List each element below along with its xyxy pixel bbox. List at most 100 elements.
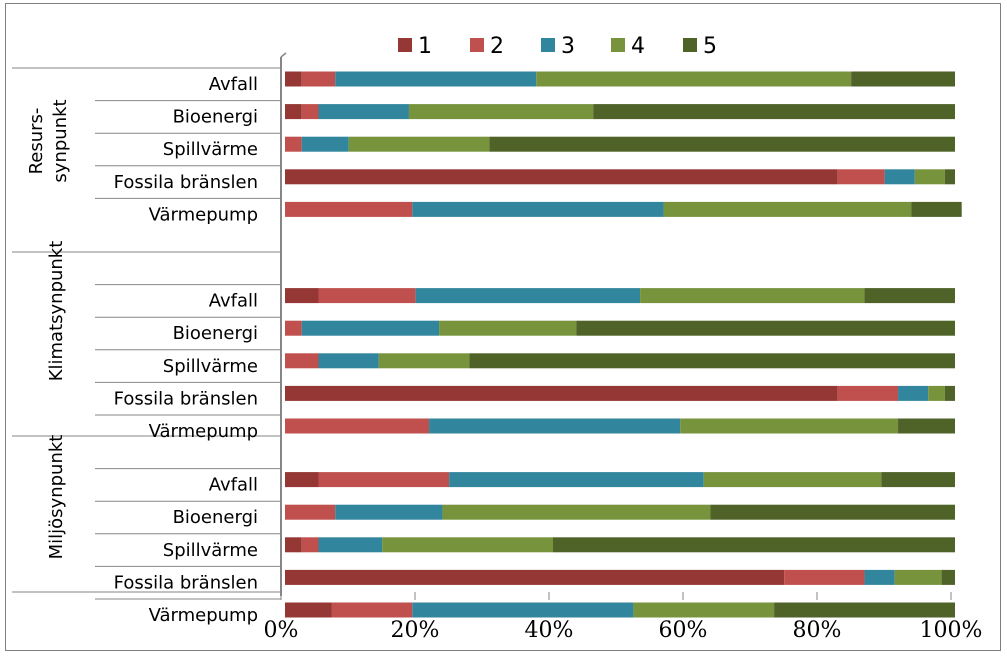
category-label: Avfall xyxy=(209,291,258,312)
bar-segment-5 xyxy=(944,169,955,185)
bar-segment-3 xyxy=(429,418,681,434)
category-label: Värmepump xyxy=(149,605,258,626)
bar-segment-1 xyxy=(285,288,319,304)
legend-label-2: 2 xyxy=(490,34,504,59)
group-label-line: Klimatsynpunkt xyxy=(46,241,67,382)
category-label: Fossila bränslen xyxy=(114,388,258,409)
group-label-line: Resurs- xyxy=(26,108,47,175)
bar-segment-3 xyxy=(301,320,440,336)
group-label: Klimatsynpunkt xyxy=(46,241,67,382)
bar-segment-5 xyxy=(576,320,955,336)
legend-label-3: 3 xyxy=(561,34,575,59)
bar-segment-2 xyxy=(285,136,302,152)
bar-segment-4 xyxy=(633,602,775,618)
category-label: Spillvärme xyxy=(163,356,258,377)
x-tick-label: 20% xyxy=(391,618,440,643)
bar-segment-5 xyxy=(489,136,955,152)
bar-segment-2 xyxy=(837,169,885,185)
category-label: Fossila bränslen xyxy=(114,172,258,193)
legend-swatch-1 xyxy=(398,38,412,52)
bar-segment-2 xyxy=(318,288,416,304)
bar-segment-3 xyxy=(318,104,409,120)
bar-segment-2 xyxy=(285,504,336,520)
bar-segment-4 xyxy=(378,353,470,369)
legend-swatch-5 xyxy=(683,38,697,52)
category-label: Bioenergi xyxy=(173,107,258,128)
bar-segment-5 xyxy=(851,71,955,87)
bar-segment-1 xyxy=(285,71,302,87)
legend-label-4: 4 xyxy=(631,34,645,59)
bar-segment-3 xyxy=(898,385,929,401)
bar-segment-3 xyxy=(335,71,537,87)
category-label: Bioenergi xyxy=(173,323,258,344)
bar-segment-4 xyxy=(442,504,711,520)
bar-segment-5 xyxy=(944,385,955,401)
group-label: Resurs-synpunkt xyxy=(26,99,71,182)
bar-segment-3 xyxy=(318,537,383,553)
bar-segment-4 xyxy=(348,136,490,152)
bar-segment-4 xyxy=(640,288,865,304)
bar-segment-2 xyxy=(301,71,336,87)
x-tick-label: 0% xyxy=(264,618,299,643)
group-label-line: Miljösynpunkt xyxy=(46,435,67,560)
y-axis-cap xyxy=(280,52,287,58)
bar-segment-4 xyxy=(408,104,594,120)
bar-segment-2 xyxy=(285,320,302,336)
bar-segment-4 xyxy=(663,201,912,217)
bar-segment-5 xyxy=(774,602,955,618)
bar-segment-5 xyxy=(898,418,955,434)
bar-segment-2 xyxy=(784,569,865,585)
category-label: Spillvärme xyxy=(163,139,258,160)
category-label: Avfall xyxy=(209,475,258,496)
bar-segment-2 xyxy=(285,201,413,217)
category-label: Fossila bränslen xyxy=(114,572,258,593)
x-tick-label: 80% xyxy=(793,618,842,643)
bar-segment-5 xyxy=(710,504,955,520)
bar-segment-5 xyxy=(941,569,955,585)
bar-segment-4 xyxy=(680,418,899,434)
bar-segment-4 xyxy=(894,569,942,585)
category-label: Värmepump xyxy=(149,204,258,225)
bar-segment-2 xyxy=(285,418,430,434)
bar-segment-2 xyxy=(318,472,450,488)
bar-segment-3 xyxy=(449,472,704,488)
bar-segment-2 xyxy=(331,602,413,618)
x-tick-label: 40% xyxy=(525,618,574,643)
bar-segment-4 xyxy=(928,385,945,401)
bar-segment-3 xyxy=(884,169,915,185)
legend-swatch-4 xyxy=(611,38,625,52)
category-label: Värmepump xyxy=(149,421,258,442)
bar-segment-3 xyxy=(415,288,641,304)
bar-segment-3 xyxy=(412,602,634,618)
bar-segment-1 xyxy=(285,472,319,488)
bar-segment-4 xyxy=(439,320,577,336)
group-label: Miljösynpunkt xyxy=(46,435,67,560)
x-tick-label: 100% xyxy=(920,618,983,643)
bar-segment-3 xyxy=(335,504,443,520)
bar-segment-4 xyxy=(703,472,882,488)
category-label: Bioenergi xyxy=(173,507,258,528)
bar-segment-1 xyxy=(285,537,302,553)
bar-segment-4 xyxy=(914,169,945,185)
bar-segment-5 xyxy=(593,104,955,120)
bar-segment-1 xyxy=(285,104,302,120)
bar-segment-5 xyxy=(469,353,955,369)
bar-segment-5 xyxy=(911,201,962,217)
category-label: Spillvärme xyxy=(163,540,258,561)
bar-segment-5 xyxy=(864,288,955,304)
bar-segment-4 xyxy=(382,537,553,553)
bar-segment-1 xyxy=(285,169,838,185)
bar-segment-3 xyxy=(864,569,895,585)
bar-segment-2 xyxy=(301,104,319,120)
bar-segment-3 xyxy=(301,136,349,152)
bar-segment-2 xyxy=(285,353,319,369)
x-tick-label: 60% xyxy=(659,618,708,643)
bar-segment-3 xyxy=(412,201,664,217)
bar-segment-1 xyxy=(285,602,332,618)
legend-label-5: 5 xyxy=(703,34,717,59)
bar-segment-5 xyxy=(553,537,955,553)
bar-segment-4 xyxy=(536,71,852,87)
bar-segment-5 xyxy=(881,472,955,488)
bar-segment-2 xyxy=(301,537,319,553)
